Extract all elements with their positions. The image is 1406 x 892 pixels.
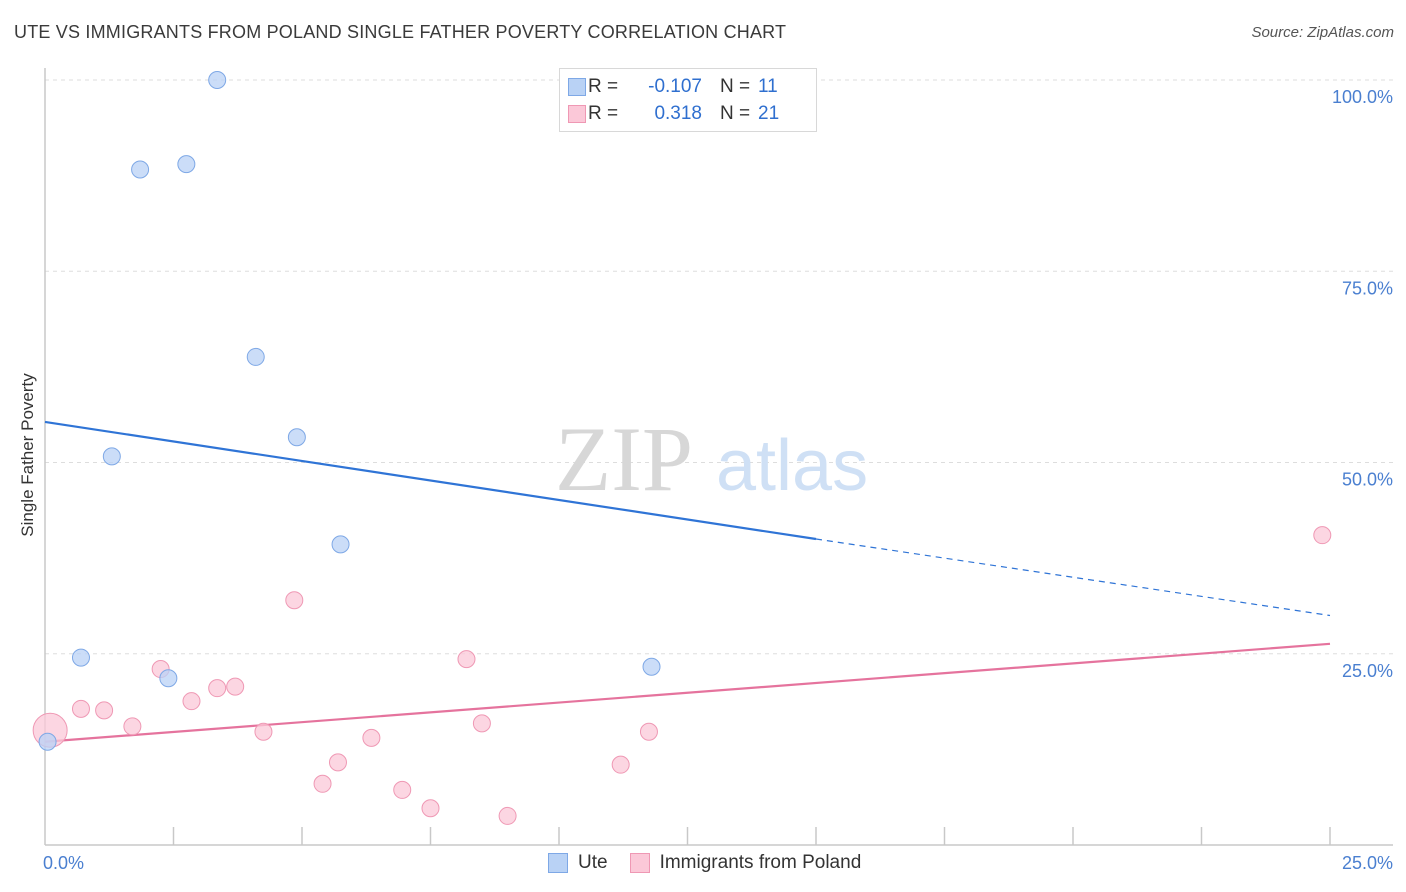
poland-point [123, 717, 142, 736]
legend-item-ute: Ute [548, 852, 608, 874]
poland-n-value: 21 [758, 103, 780, 124]
ute-point [159, 669, 178, 688]
ute-swatch [568, 78, 586, 96]
legend-label-poland: Immigrants from Poland [659, 852, 862, 873]
ute-point [102, 447, 121, 466]
source-label: Source: ZipAtlas.com [1251, 24, 1394, 41]
poland-point [313, 774, 332, 793]
poland-swatch [568, 105, 586, 123]
ute-r-value: -0.107 [648, 76, 702, 97]
legend-swatch-poland [629, 853, 650, 873]
legend-row-ute: R = -0.107 N = 11 [568, 74, 778, 100]
data-points [32, 71, 1332, 825]
ute-point [208, 71, 227, 89]
chart-title: UTE VS IMMIGRANTS FROM POLAND SINGLE FAT… [14, 22, 787, 42]
ute-trend-extension [815, 538, 1331, 617]
legend-label-ute: Ute [578, 852, 608, 873]
watermark-atlas: atlas [716, 426, 868, 506]
y-tick-label: 75.0% [1342, 278, 1393, 298]
legend-swatch-ute [548, 853, 568, 873]
poland-point [421, 799, 440, 818]
poland-point [472, 714, 491, 733]
poland-point [393, 780, 412, 799]
ute-n-value: 11 [758, 76, 778, 97]
y-tick-label: 100.0% [1332, 87, 1393, 107]
poland-point [498, 806, 517, 825]
poland-point [362, 728, 381, 747]
poland-point [71, 699, 90, 718]
ute-point [71, 648, 90, 667]
stats-legend: R = -0.107 N = 11 R = 0.318 N = 21 [559, 68, 817, 132]
ute-point [287, 428, 306, 447]
poland-point [1313, 526, 1332, 545]
legend-row-poland: R = 0.318 N = 21 [568, 101, 780, 127]
ute-point [38, 732, 57, 751]
poland-point [95, 701, 114, 720]
ute-point [177, 155, 196, 174]
poland-point [254, 722, 273, 741]
ute-r-label: R = [588, 76, 619, 97]
y-tick-label: 50.0% [1342, 470, 1393, 490]
series-legend: Ute Immigrants from Poland [548, 852, 883, 874]
poland-r-value: 0.318 [654, 103, 702, 124]
ute-n-label: N = [720, 76, 751, 97]
tick-labels: 25.0% 50.0% 75.0% 100.0% 0.0% 25.0% [43, 87, 1393, 873]
poland-point [328, 753, 347, 772]
poland-point [457, 650, 476, 669]
x-tick-label: 25.0% [1342, 853, 1393, 873]
poland-point [182, 692, 201, 711]
ute-trend-line [44, 420, 817, 541]
x-tick-label: 0.0% [43, 853, 84, 873]
poland-point [285, 591, 304, 610]
legend-item-poland: Immigrants from Poland [629, 852, 862, 874]
grid-lines [45, 79, 1395, 655]
y-tick-label: 25.0% [1342, 661, 1393, 681]
watermark: ZIP atlas [555, 408, 868, 510]
ute-point [331, 535, 350, 554]
ute-point [642, 657, 661, 676]
poland-point [208, 679, 227, 698]
poland-point [226, 677, 245, 696]
ute-point [246, 347, 265, 366]
poland-r-label: R = [588, 103, 619, 124]
poland-point [639, 722, 658, 741]
ute-point [131, 160, 150, 179]
watermark-zip: ZIP [555, 408, 693, 510]
poland-point [611, 755, 630, 774]
poland-n-label: N = [720, 103, 751, 124]
